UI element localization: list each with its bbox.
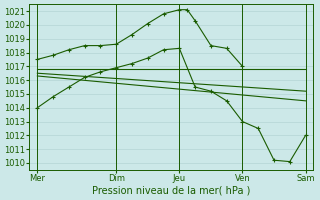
X-axis label: Pression niveau de la mer( hPa ): Pression niveau de la mer( hPa ) [92,186,251,196]
